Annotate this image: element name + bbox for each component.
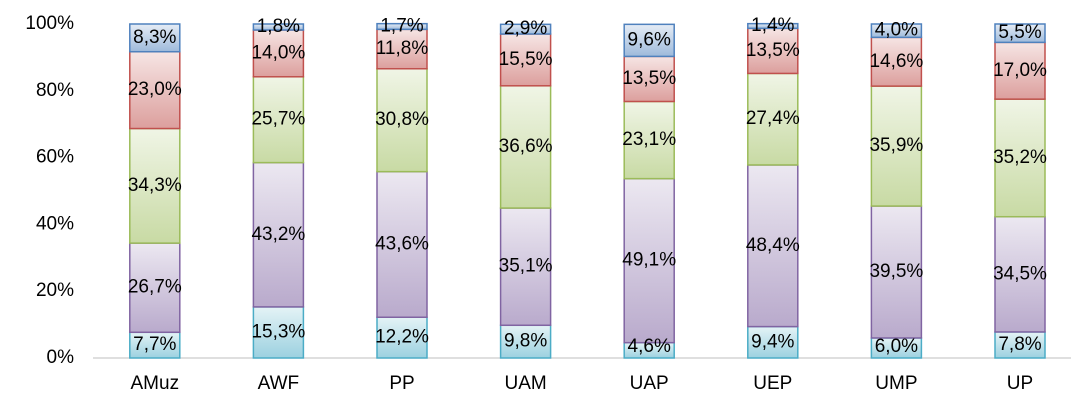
- data-label: 4,0%: [875, 20, 918, 41]
- data-label: 43,2%: [251, 224, 305, 245]
- bar-segment: [252, 29, 305, 78]
- data-label: 35,9%: [869, 135, 923, 156]
- y-tick-label: 100%: [25, 13, 74, 34]
- bar-segment: [499, 207, 552, 327]
- data-label: 35,1%: [499, 256, 553, 277]
- bar-segment: [994, 23, 1046, 44]
- data-label: 9,4%: [751, 331, 794, 352]
- bar-segment: [376, 22, 428, 31]
- data-label: 36,6%: [499, 136, 553, 157]
- bar-segment: [623, 100, 675, 180]
- data-label: 5,5%: [998, 22, 1041, 43]
- bar-segment: [129, 331, 181, 359]
- bar-segment: [252, 306, 305, 359]
- bar-segment: [623, 23, 675, 58]
- y-tick-label: 80%: [36, 80, 74, 101]
- bar-segment: [376, 316, 428, 359]
- data-label: 23,0%: [128, 79, 182, 100]
- data-label: 34,3%: [128, 175, 182, 196]
- data-label: 7,7%: [133, 334, 176, 355]
- data-label: 15,3%: [251, 321, 305, 342]
- bar-segment: [499, 33, 552, 87]
- data-label: 26,7%: [128, 277, 182, 298]
- x-tick-label: UMP: [875, 373, 917, 394]
- data-label: 23,1%: [622, 129, 676, 150]
- bar-segment: [747, 22, 799, 30]
- data-label: 39,5%: [869, 261, 923, 282]
- data-label: 48,4%: [746, 235, 800, 256]
- x-tick-label: UAM: [504, 373, 546, 394]
- data-label: 2,9%: [504, 18, 547, 39]
- data-label: 25,7%: [251, 109, 305, 130]
- bar-segment: [376, 170, 428, 319]
- data-label: 4,6%: [628, 336, 671, 357]
- bar-segment: [747, 72, 799, 166]
- x-tick-label: AWF: [258, 373, 300, 394]
- x-tick-label: UAP: [630, 373, 669, 394]
- y-tick-label: 20%: [36, 280, 74, 301]
- data-label: 13,5%: [746, 40, 800, 61]
- x-tick-label: UEP: [753, 373, 792, 394]
- bar-segment: [499, 23, 552, 35]
- data-label: 6,0%: [875, 336, 918, 357]
- bar-segment: [994, 41, 1046, 100]
- data-label: 9,6%: [628, 29, 671, 50]
- data-label: 14,0%: [251, 42, 305, 63]
- bar-segment: [252, 161, 305, 308]
- data-label: 1,7%: [380, 16, 423, 37]
- bar-segment: [129, 50, 181, 130]
- x-tick-label: PP: [389, 373, 414, 394]
- bar-segment: [870, 85, 923, 207]
- data-label: 35,2%: [993, 147, 1047, 168]
- y-tick-label: 40%: [36, 213, 74, 234]
- data-label: 11,8%: [376, 38, 429, 59]
- bar-segment: [376, 28, 428, 70]
- data-label: 8,3%: [133, 27, 176, 48]
- data-label: 34,5%: [993, 263, 1047, 284]
- data-label: 7,8%: [998, 334, 1041, 355]
- data-label: 13,5%: [622, 68, 676, 89]
- y-tick-label: 0%: [47, 347, 75, 368]
- bar-segment: [994, 98, 1046, 218]
- bar-segment: [376, 68, 428, 173]
- data-label: 17,0%: [993, 60, 1047, 81]
- data-label: 30,8%: [375, 109, 429, 130]
- bar-segment: [252, 23, 305, 31]
- bar-segment: [499, 324, 552, 359]
- bar-segment: [747, 164, 799, 328]
- bar-segment: [747, 27, 799, 75]
- x-tick-label: AMuz: [131, 373, 180, 394]
- data-label: 49,1%: [622, 250, 676, 271]
- data-label: 1,4%: [751, 15, 794, 36]
- bar-segment: [870, 23, 923, 39]
- bar-segment: [623, 55, 675, 103]
- bar-segment: [623, 177, 675, 344]
- bar-segment: [252, 76, 305, 164]
- bar-segment: [870, 205, 923, 339]
- data-label: 1,8%: [257, 16, 300, 37]
- bar-segment: [129, 23, 181, 53]
- data-label: 43,6%: [375, 233, 429, 254]
- y-tick-label: 60%: [36, 147, 74, 168]
- bar-segment: [499, 85, 552, 209]
- data-label: 27,4%: [746, 108, 800, 129]
- data-label: 12,2%: [375, 327, 429, 348]
- bar-segment: [747, 325, 799, 359]
- data-label: 14,6%: [869, 51, 923, 72]
- x-tick-label: UP: [1007, 373, 1033, 394]
- bar-segment: [870, 36, 923, 87]
- data-label: 15,5%: [499, 49, 553, 70]
- data-label: 9,8%: [504, 331, 547, 352]
- bar-segment: [129, 242, 181, 334]
